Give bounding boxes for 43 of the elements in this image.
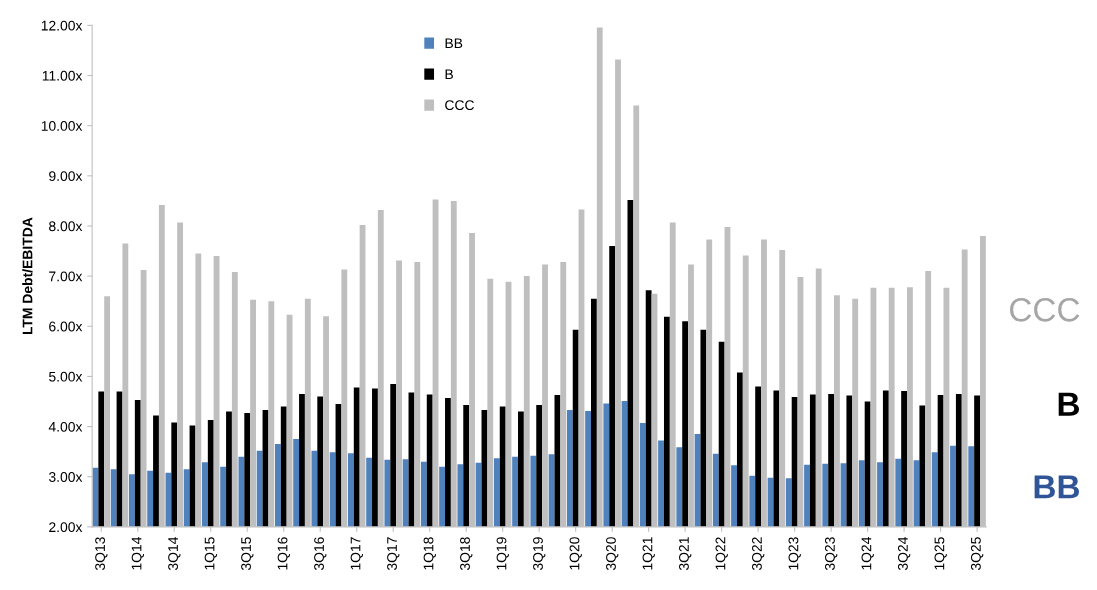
text: BB bbox=[1034, 475, 1080, 499]
y-axis-title: LTM Debt/EBITDA bbox=[22, 217, 33, 335]
text: B bbox=[1058, 392, 1080, 416]
y-tick-label: 8.00x bbox=[49, 221, 83, 232]
x-tick-label: 3Q21 bbox=[679, 537, 692, 571]
y-tick-label: 3.00x bbox=[48, 472, 83, 482]
x-tick-label: 3Q14 bbox=[168, 537, 181, 571]
x-tick-label: 1Q16 bbox=[277, 537, 290, 570]
y-tick-label: 5.00x bbox=[49, 371, 83, 382]
x-tick-label: 1Q21 bbox=[642, 537, 655, 570]
x-tick-label: 3Q15 bbox=[241, 537, 254, 571]
y-tick-label: 12.00x bbox=[41, 20, 83, 31]
x-tick-label: 3Q23 bbox=[825, 537, 838, 571]
y-tick-label: 7.00x bbox=[49, 271, 83, 282]
x-tick-label: 1Q18 bbox=[423, 537, 436, 570]
legend-label: B bbox=[445, 69, 453, 79]
x-tick-label: 3Q24 bbox=[897, 537, 911, 571]
x-tick-label: 3Q25 bbox=[970, 537, 984, 571]
y-tick-label: 11.00x bbox=[42, 70, 83, 81]
x-tick-label: 3Q17 bbox=[387, 537, 400, 571]
x-tick-label: 1Q20 bbox=[569, 537, 582, 570]
y-tick-label: 9.00x bbox=[49, 171, 83, 181]
x-tick-label: 3Q20 bbox=[606, 537, 619, 571]
y-tick-label: 6.00x bbox=[49, 321, 83, 332]
x-tick-label: 1Q24 bbox=[861, 537, 874, 570]
x-tick-label: 1Q17 bbox=[350, 537, 363, 570]
y-tick-label: 4.00x bbox=[48, 421, 83, 432]
x-tick-label: 1Q22 bbox=[715, 537, 728, 570]
x-tick-label: 1Q15 bbox=[204, 537, 217, 570]
legend-label: BB bbox=[445, 38, 463, 48]
y-tick-label: 10.00x bbox=[41, 121, 83, 131]
x-tick-label: 3Q22 bbox=[752, 537, 765, 571]
y-tick-label: 2.00x bbox=[49, 522, 83, 533]
x-tick-label: 3Q13 bbox=[95, 537, 108, 571]
x-tick-label: 1Q19 bbox=[496, 537, 509, 570]
x-tick-label: 1Q23 bbox=[788, 537, 801, 570]
x-tick-label: 3Q16 bbox=[314, 537, 327, 571]
legend-label: CCC bbox=[445, 100, 475, 111]
x-tick-label: 1Q25 bbox=[934, 537, 947, 570]
x-tick-label: 3Q19 bbox=[533, 537, 546, 571]
x-tick-label: 1Q14 bbox=[131, 537, 144, 570]
text: CCC bbox=[1010, 298, 1080, 322]
x-tick-label: 3Q18 bbox=[460, 537, 473, 571]
